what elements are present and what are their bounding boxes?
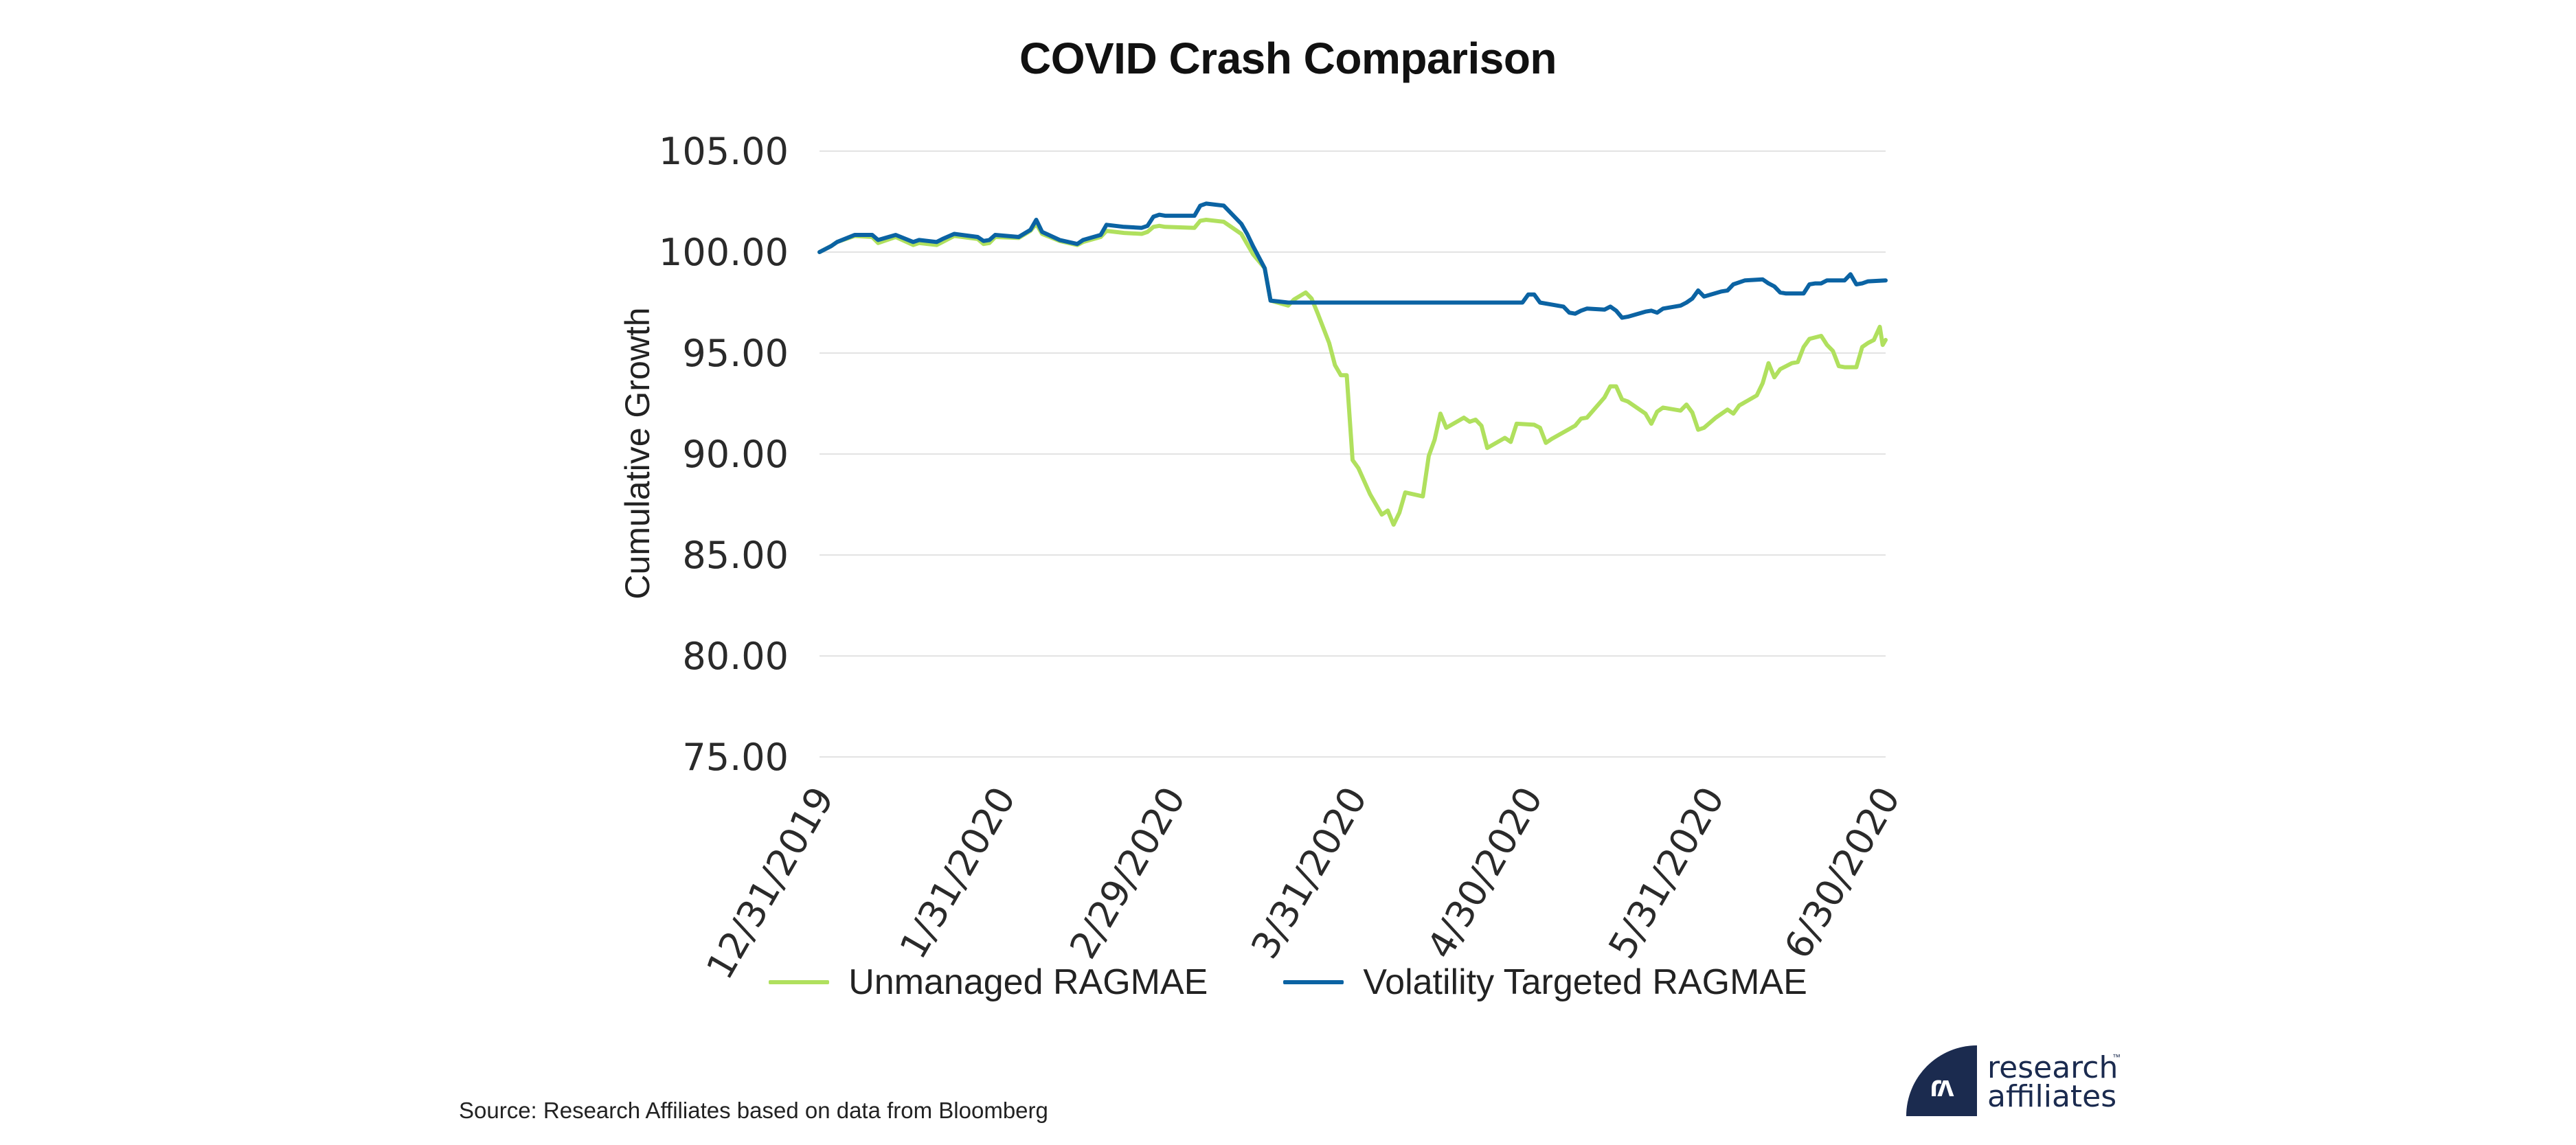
legend-swatch-unmanaged <box>769 980 830 984</box>
y-axis-label: Cumulative Growth <box>618 307 657 599</box>
x-tick-label: 4/30/2020 <box>1419 780 1551 966</box>
y-tick-label: 75.00 <box>682 736 789 779</box>
gridlines <box>820 150 1886 758</box>
logo-line-1: research <box>1987 1050 2119 1085</box>
y-tick-label: 105.00 <box>659 130 789 173</box>
y-tick-label: 90.00 <box>682 433 789 476</box>
logo-trademark: ™ <box>2112 1052 2121 1062</box>
logo-mark-icon: ɾʌ <box>1906 1045 1977 1116</box>
legend-item-volatility-targeted[interactable]: Volatility Targeted RAGMAE <box>1283 962 1807 1003</box>
legend-item-unmanaged[interactable]: Unmanaged RAGMAE <box>769 962 1208 1003</box>
x-tick-label: 6/30/2020 <box>1776 780 1908 966</box>
y-tick-label: 95.00 <box>682 332 789 375</box>
x-tick-label: 2/29/2020 <box>1061 780 1194 966</box>
x-tick-label: 12/31/2019 <box>698 780 842 986</box>
chart-title: COVID Crash Comparison <box>1019 34 1557 83</box>
series-line-unmanaged <box>817 218 1888 527</box>
y-axis-ticks: 75.00 80.00 85.00 90.00 95.00 100.00 105.00 <box>659 130 789 779</box>
x-axis-ticks: 12/31/2019 1/31/2020 2/29/2020 3/31/2020 4/3… <box>698 780 1908 986</box>
series-lines <box>817 201 1888 527</box>
logo-wordmark: research affiliates <box>1987 1050 2119 1114</box>
research-affiliates-logo: ɾʌ research affiliates ™ <box>1906 1045 2126 1121</box>
y-tick-label: 100.00 <box>659 231 789 274</box>
y-tick-label: 85.00 <box>682 534 789 577</box>
series-line-volatility-targeted <box>817 201 1888 320</box>
legend-label-unmanaged: Unmanaged RAGMAE <box>848 962 1208 1002</box>
x-tick-label: 5/31/2020 <box>1600 780 1732 966</box>
y-tick-label: 80.00 <box>682 635 789 678</box>
x-tick-label: 1/31/2020 <box>892 780 1024 966</box>
legend: Unmanaged RAGMAE Volatility Targeted RAG… <box>0 962 2576 1003</box>
source-note: Source: Research Affiliates based on dat… <box>459 1098 1048 1123</box>
logo-line-2: affiliates <box>1987 1079 2117 1114</box>
legend-label-volatility-targeted: Volatility Targeted RAGMAE <box>1363 962 1807 1002</box>
x-tick-label: 3/31/2020 <box>1243 780 1375 966</box>
legend-swatch-volatility-targeted <box>1283 980 1344 984</box>
logo-glyph: ɾʌ <box>1930 1069 1954 1103</box>
